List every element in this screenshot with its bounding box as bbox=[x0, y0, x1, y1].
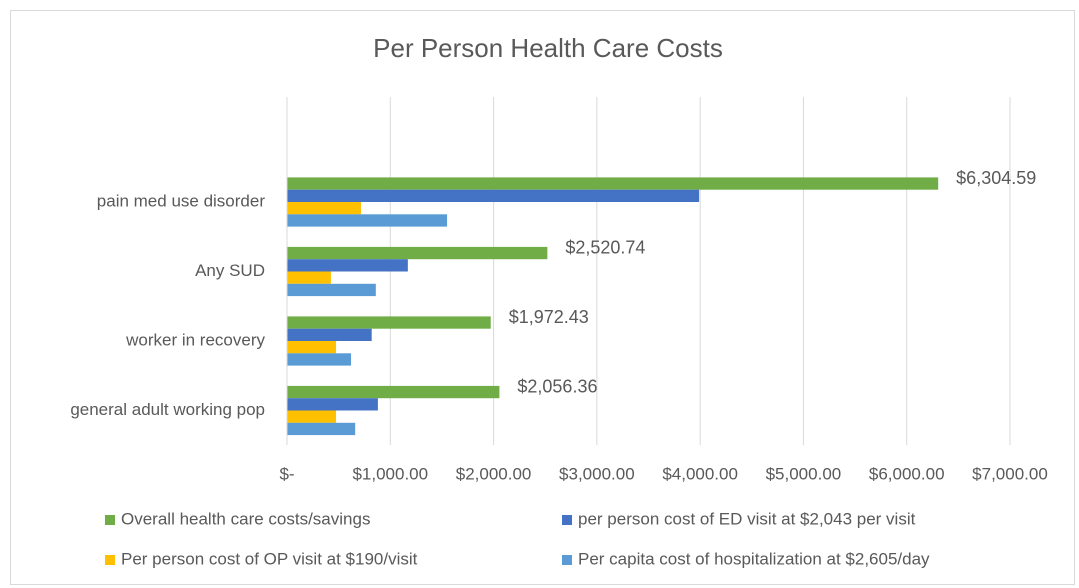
legend-swatch bbox=[562, 515, 572, 525]
bar bbox=[287, 410, 337, 423]
bar bbox=[287, 246, 548, 260]
data-label: $1,972.43 bbox=[509, 307, 589, 327]
bar bbox=[287, 271, 331, 284]
data-label: $2,056.36 bbox=[517, 377, 597, 397]
bar bbox=[287, 353, 352, 366]
bar bbox=[287, 202, 361, 215]
x-tick-label: $3,000.00 bbox=[559, 464, 635, 483]
x-tick-label: $6,000.00 bbox=[869, 464, 945, 483]
legend-label: Per person cost of OP visit at $190/visi… bbox=[121, 549, 418, 568]
chart-title: Per Person Health Care Costs bbox=[373, 33, 723, 63]
y-tick-label: general adult working pop bbox=[70, 400, 265, 419]
bar bbox=[287, 214, 448, 227]
bar bbox=[287, 341, 337, 354]
legend-swatch bbox=[105, 515, 115, 525]
bar bbox=[287, 177, 939, 190]
y-tick-label: pain med use disorder bbox=[97, 191, 266, 210]
x-tick-label: $5,000.00 bbox=[766, 464, 842, 483]
y-tick-label: worker in recovery bbox=[125, 330, 265, 349]
legend-label: Per capita cost of hospitalization at $2… bbox=[578, 549, 930, 568]
bar bbox=[287, 189, 700, 202]
data-label: $2,520.74 bbox=[565, 238, 645, 258]
bar bbox=[287, 398, 378, 411]
data-label: $6,304.59 bbox=[956, 168, 1036, 188]
bar bbox=[287, 385, 500, 399]
bar bbox=[287, 328, 372, 341]
x-tick-label: $2,000.00 bbox=[456, 464, 532, 483]
x-tick-label: $- bbox=[279, 464, 294, 483]
legend-label: per person cost of ED visit at $2,043 pe… bbox=[578, 509, 916, 528]
x-tick-label: $1,000.00 bbox=[352, 464, 428, 483]
legend-swatch bbox=[562, 555, 572, 565]
bar bbox=[287, 316, 491, 329]
chart-frame bbox=[10, 10, 1075, 585]
y-tick-label: Any SUD bbox=[195, 261, 265, 280]
bar bbox=[287, 422, 356, 436]
x-tick-label: $4,000.00 bbox=[662, 464, 738, 483]
legend-label: Overall health care costs/savings bbox=[121, 509, 370, 528]
bar bbox=[287, 283, 376, 297]
bar bbox=[287, 259, 408, 272]
legend-swatch bbox=[105, 555, 115, 565]
x-tick-label: $7,000.00 bbox=[972, 464, 1048, 483]
